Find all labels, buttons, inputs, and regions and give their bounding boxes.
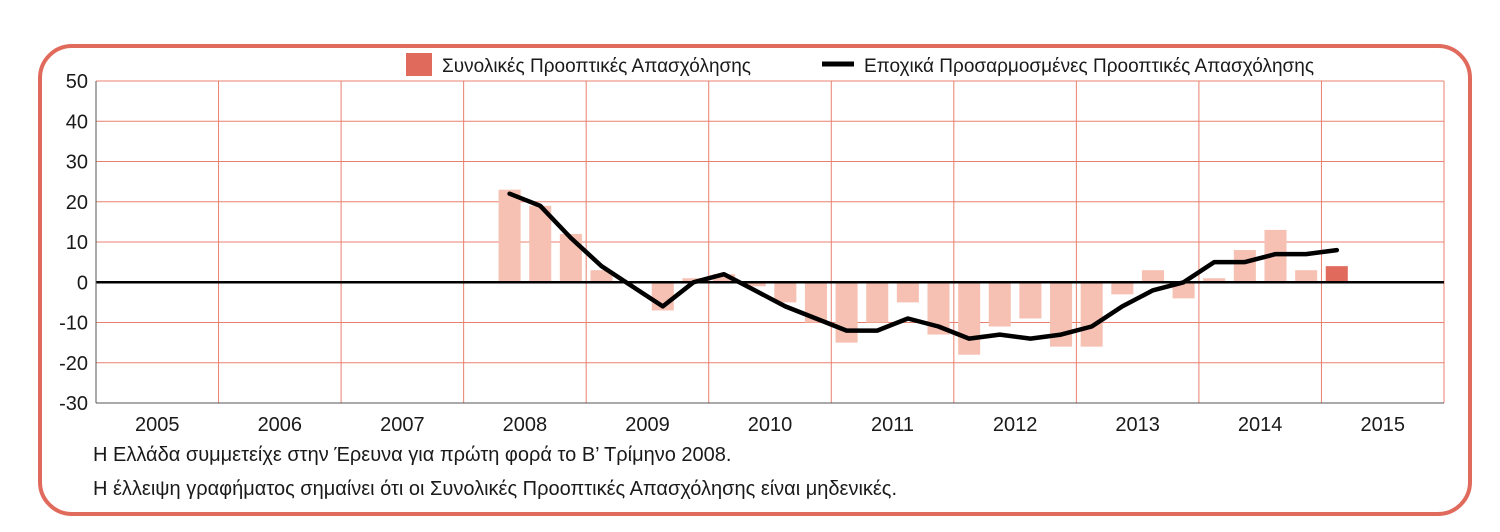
bar	[1111, 282, 1134, 295]
bar	[1295, 270, 1318, 283]
x-tick-label: 2005	[135, 414, 180, 436]
y-tick-label: 10	[66, 232, 88, 254]
y-tick-label: 40	[66, 111, 88, 133]
y-tick-label: 20	[66, 192, 88, 214]
bar	[590, 270, 613, 283]
note-first-participation: Η Ελλάδα συμμετείχε στην Έρευνα για πρώτ…	[93, 444, 732, 466]
y-tick-label: 0	[77, 272, 88, 294]
bar	[958, 282, 981, 355]
bar	[774, 282, 797, 303]
x-tick-label: 2015	[1360, 414, 1405, 436]
note-missing-bars: Η έλλειψη γραφήματος σημαίνει ότι οι Συν…	[93, 478, 897, 500]
bar	[866, 282, 889, 323]
y-tick-labels: 50 40 30 20 10 0 -10 -20 -30	[59, 71, 88, 415]
x-tick-label: 2006	[258, 414, 303, 436]
bar	[1172, 282, 1195, 299]
seasonally-adjusted-line	[507, 191, 1340, 341]
bar	[713, 274, 736, 283]
x-tick-label: 2007	[380, 414, 425, 436]
legend-line-label: Εποχικά Προσαρμοσμένες Προοπτικές Απασχό…	[864, 56, 1314, 77]
y-tick-label: 50	[66, 71, 88, 93]
bar	[927, 282, 950, 335]
bar	[1233, 250, 1256, 283]
bar	[498, 189, 521, 283]
y-tick-label: -10	[59, 313, 88, 335]
x-tick-label: 2009	[625, 414, 670, 436]
grid	[95, 80, 1445, 404]
x-tick-label: 2010	[748, 414, 793, 436]
bar	[896, 282, 919, 303]
bar	[559, 233, 582, 283]
x-tick-label: 2014	[1238, 414, 1283, 436]
bar	[1325, 266, 1348, 283]
y-tick-label: -20	[59, 353, 88, 375]
legend: Συνολικές Προοπτικές Απασχόλησης Εποχικά…	[406, 53, 1314, 77]
bar	[988, 282, 1011, 327]
x-tick-labels: 2005 2006 2007 2008 2009 2010 2011 2012 2013 2014…	[135, 414, 1405, 436]
legend-bar-swatch	[406, 53, 432, 76]
axes	[95, 81, 1444, 404]
bar	[1019, 282, 1042, 319]
bar	[529, 205, 552, 283]
bar	[1141, 270, 1164, 283]
bar	[804, 282, 827, 323]
bar	[1203, 278, 1226, 283]
x-tick-label: 2011	[871, 414, 914, 436]
line-series	[507, 191, 1340, 341]
y-tick-label: -30	[59, 393, 88, 415]
x-tick-label: 2012	[993, 414, 1038, 436]
bars	[498, 189, 1348, 355]
chart-frame	[38, 44, 1472, 516]
bar	[1080, 282, 1103, 347]
legend-bar-label: Συνολικές Προοπτικές Απασχόλησης	[442, 56, 751, 77]
x-tick-label: 2008	[503, 414, 548, 436]
bar	[835, 282, 858, 343]
bar	[1050, 282, 1073, 347]
x-tick-label: 2013	[1115, 414, 1160, 436]
bar	[743, 282, 766, 287]
y-tick-label: 30	[66, 152, 88, 174]
